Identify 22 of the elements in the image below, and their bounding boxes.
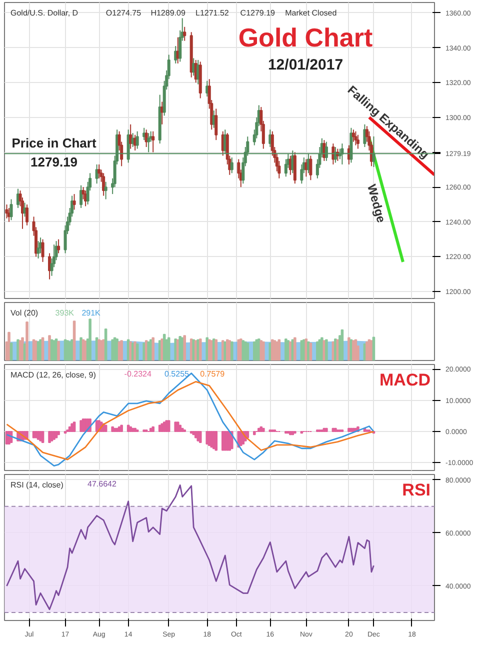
text: Wedge — [364, 182, 388, 224]
chart-title: MACD — [380, 370, 431, 390]
text: 291K — [82, 308, 102, 318]
text: 12/01/2017 — [268, 56, 344, 74]
annotation: O1274.75 — [106, 8, 142, 18]
chart-title: RSI — [402, 480, 431, 500]
annotation: 47.6642 — [88, 480, 117, 488]
annotation: Price in Chart — [12, 136, 97, 151]
annotation: -0.2324 — [124, 370, 152, 378]
annotation: L1271.52 — [196, 8, 230, 18]
text: Gold Chart — [238, 22, 374, 52]
text: 393K — [55, 308, 75, 318]
annotation: H1289.09 — [150, 8, 186, 18]
annotation: MACD (12, 26, close, 9) — [10, 370, 96, 380]
annotation: RSI (14, close) — [10, 480, 64, 490]
annotation: 0.5255 — [164, 370, 190, 378]
annotation: C1279.19 — [240, 8, 276, 18]
annotation: Gold/U.S. Dollar, D — [10, 8, 78, 18]
annotation: Market Closed — [285, 8, 337, 18]
text: Vol (20) — [10, 308, 38, 318]
annotation: 0.7579 — [200, 370, 226, 378]
annotation: 1279.19 — [30, 154, 78, 170]
